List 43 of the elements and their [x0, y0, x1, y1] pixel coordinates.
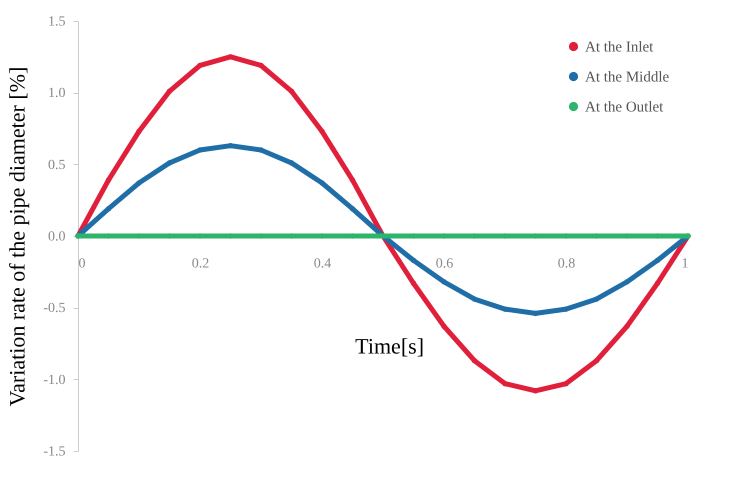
x-tick-label: 0.8: [558, 256, 576, 272]
point: [594, 358, 600, 364]
x-tick-label: 1: [682, 256, 688, 272]
y-tick-label: 1.5: [48, 14, 66, 30]
y-axis-title: Variation rate of the pipe diameter [%]: [4, 66, 30, 406]
point: [594, 296, 600, 302]
point: [624, 324, 630, 330]
x-axis-title: Time[s]: [355, 334, 424, 358]
x-tick-label: 0.4: [314, 256, 332, 272]
point: [136, 128, 142, 134]
point: [288, 88, 294, 94]
point: [441, 279, 447, 285]
y-tick-label: 1.0: [48, 86, 66, 102]
point: [288, 160, 294, 166]
x-tick-label: 0: [78, 256, 86, 272]
y-tick-label: 0.0: [48, 230, 66, 244]
point: [350, 206, 356, 212]
x-tick-label: 0.6: [436, 256, 454, 272]
legend-label: At the Middle: [585, 70, 670, 86]
y-tick-label: 0.5: [48, 158, 66, 173]
point: [654, 280, 660, 286]
point: [410, 258, 416, 264]
point: [166, 160, 172, 166]
point: [319, 128, 325, 134]
point: [624, 279, 630, 285]
x-tick-label: 0.2: [192, 256, 210, 272]
point: [136, 180, 142, 186]
point: [319, 180, 325, 186]
point: [106, 177, 112, 183]
y-tick-label: -1.5: [43, 444, 66, 460]
point: [563, 380, 569, 386]
point: [350, 177, 356, 183]
legend-label: At the Inlet: [585, 40, 654, 56]
point: [106, 206, 112, 212]
point: [410, 280, 416, 286]
point: [472, 358, 478, 364]
point: [472, 296, 478, 302]
y-tick-label: -0.5: [43, 301, 66, 316]
legend-label: At the Outlet: [585, 100, 664, 116]
point: [441, 324, 447, 330]
y-tick-label: -1.0: [43, 372, 66, 388]
point: [166, 88, 172, 94]
point: [654, 258, 660, 264]
